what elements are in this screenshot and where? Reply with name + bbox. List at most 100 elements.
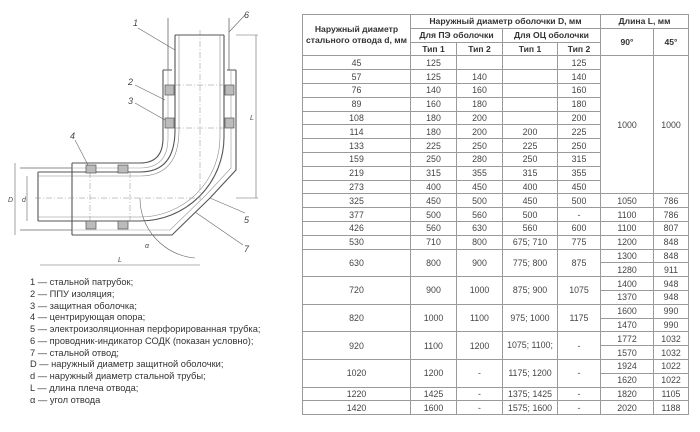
- table-row: 920 1100 1200 1075; 1100; -1772 1032: [302, 331, 689, 360]
- cell-oc-type1: 400: [502, 179, 558, 195]
- table-row: 219 315 355 315 355: [302, 165, 689, 181]
- cell-oc-type2: -: [557, 331, 601, 360]
- cell-length-45: 1022: [653, 372, 689, 388]
- table-row: 1570 1032: [303, 345, 689, 360]
- callout-3: 3: [128, 96, 133, 106]
- header-pe-type2: Тип 2: [456, 41, 503, 57]
- cell-length-90: 1570: [600, 345, 654, 360]
- cell-oc-type2: -: [557, 400, 601, 416]
- pipe-bend-drawing: 1 2 3 4 5 6 7 D d L L α: [8, 10, 258, 266]
- legend: 1 — стальной патрубок; 2 — ППУ изоляция; 3…: [30, 277, 260, 406]
- cell-length-45: 786: [653, 207, 689, 222]
- cell-pe-type2: 280: [456, 151, 503, 167]
- cell-pe-type1: 1425: [410, 386, 457, 402]
- cell-length-45: 990: [653, 317, 689, 333]
- cell-oc-type1: 315: [502, 165, 558, 181]
- cell-oc-type2: 140: [557, 69, 601, 84]
- header-oc-shell: Для ОЦ оболочки: [502, 27, 601, 43]
- cell-length-90: 1772: [600, 331, 654, 347]
- cell-oc-type1: 250: [502, 151, 558, 167]
- callout-4: 4: [70, 131, 75, 141]
- cell-oc-type2: 875: [557, 248, 601, 278]
- table-row: 377 500 560 500-1100 786: [302, 207, 689, 222]
- table-row: 820 1000 1100 975; 1000 1175 1600 990: [302, 303, 689, 333]
- cell-pe-type2: -: [456, 400, 503, 416]
- cell-steel-d: 1220: [302, 386, 411, 402]
- cell-length-90: 2020: [600, 400, 654, 416]
- header-shell-diameter: Наружный диаметр оболочки D, мм: [410, 14, 601, 29]
- cell-length-90: 1280: [600, 262, 654, 278]
- cell-steel-d: 108: [302, 110, 411, 126]
- cell-steel-d: 630: [302, 248, 411, 278]
- cell-pe-type2: -: [456, 358, 503, 388]
- cell-pe-type1: 500: [410, 207, 457, 222]
- cell-oc-type2: 180: [557, 96, 601, 112]
- header-pe-shell: Для ПЭ оболочки: [410, 27, 503, 43]
- cell-steel-d: 377: [302, 207, 411, 222]
- cell-steel-d: 159: [302, 151, 411, 167]
- cell-pe-type2: -: [456, 386, 503, 402]
- cell-pe-type2: 160: [456, 82, 503, 98]
- header-oc-type2: Тип 2: [557, 41, 601, 57]
- cell-length-90: 1300: [600, 248, 654, 264]
- cell-pe-type1: 250: [410, 151, 457, 167]
- cell-oc-type1: [502, 110, 558, 126]
- cell-oc-type1: 500: [502, 207, 558, 222]
- cell-oc-type1: 675; 710: [502, 234, 558, 250]
- legend-item: L — длина плеча отвода;: [30, 382, 139, 393]
- cell-oc-type1: 1075; 1100;: [502, 331, 558, 360]
- table-row: 1420 1600-1575; 1600-2020 1188: [302, 400, 689, 416]
- cell-pe-type1: 710: [410, 234, 457, 250]
- cell-oc-type2: 1175: [557, 303, 601, 333]
- cell-oc-type1: 975; 1000: [502, 303, 558, 333]
- cell-pe-type2: 1200: [456, 331, 503, 360]
- dim-D-label: D: [8, 197, 13, 204]
- legend-item: 1 — стальной патрубок;: [30, 277, 134, 287]
- callout-7: 7: [244, 244, 250, 254]
- cell-length-90: 1924: [600, 358, 654, 374]
- cell-pe-type1: 1100: [410, 331, 457, 360]
- cell-pe-type1: 1600: [410, 400, 457, 416]
- cell-steel-d: 820: [302, 303, 411, 333]
- cell-pe-type2: 450: [456, 179, 503, 195]
- cell-oc-type2: 1075: [557, 276, 601, 305]
- table-row: 325 450 500 450 500 1050 786: [302, 193, 689, 209]
- table-row: 630 800 900 775; 800 875 1300 848: [302, 248, 689, 278]
- cell-length-45: 911: [653, 262, 689, 278]
- cell-pe-type1: 225: [410, 138, 457, 153]
- cell-length-45: 1105: [653, 386, 689, 402]
- cell-pe-type1: 180: [410, 124, 457, 140]
- header-length: Длина L, мм: [600, 14, 689, 29]
- table-row: 720 900 1000 875; 900 1075 1400 948: [302, 276, 689, 305]
- cell-oc-type2: 600: [557, 220, 601, 236]
- cell-length-90: 1470: [600, 317, 654, 333]
- legend-item: d — наружный диаметр стальной трубы;: [30, 371, 206, 381]
- legend-item: 5 — электроизоляционная перфорированная …: [30, 324, 261, 334]
- header-steel-diameter: Наружный диаметр стального отвода d, мм: [302, 13, 411, 57]
- cell-steel-d: 57: [302, 69, 411, 84]
- cell-length-45: 1188: [653, 400, 689, 416]
- cell-pe-type1: 1000: [410, 303, 457, 333]
- cell-pe-type1: 180: [410, 110, 457, 126]
- cell-steel-d: 720: [302, 276, 411, 305]
- cell-pe-type1: 125: [410, 55, 457, 71]
- cell-oc-type2: 775: [557, 234, 601, 250]
- cell-pe-type2: 900: [456, 248, 503, 278]
- dim-L-horizontal-label: L: [118, 257, 122, 264]
- table-row: 108 180 200 200: [302, 110, 689, 126]
- cell-pe-type1: 400: [410, 179, 457, 195]
- dim-alpha-label: α: [145, 243, 150, 250]
- table-row: 1020 1200-1175; 1200-1924 1022: [302, 358, 689, 388]
- cell-length-90: 1000: [600, 55, 654, 195]
- legend-item: α — угол отвода: [30, 394, 101, 405]
- cell-pe-type2: 200: [456, 110, 503, 126]
- cell-steel-d: 76: [302, 82, 411, 98]
- cell-oc-type2: 450: [557, 179, 601, 195]
- cell-steel-d: 45: [302, 55, 411, 71]
- callout-5: 5: [244, 215, 250, 225]
- cell-pe-type1: 160: [410, 96, 457, 112]
- table-row: 1220 1425-1375; 1425-1820 1105: [302, 386, 689, 402]
- dim-d-label: d: [22, 197, 27, 204]
- cell-pe-type1: 450: [410, 193, 457, 209]
- cell-length-45: 1032: [653, 331, 689, 347]
